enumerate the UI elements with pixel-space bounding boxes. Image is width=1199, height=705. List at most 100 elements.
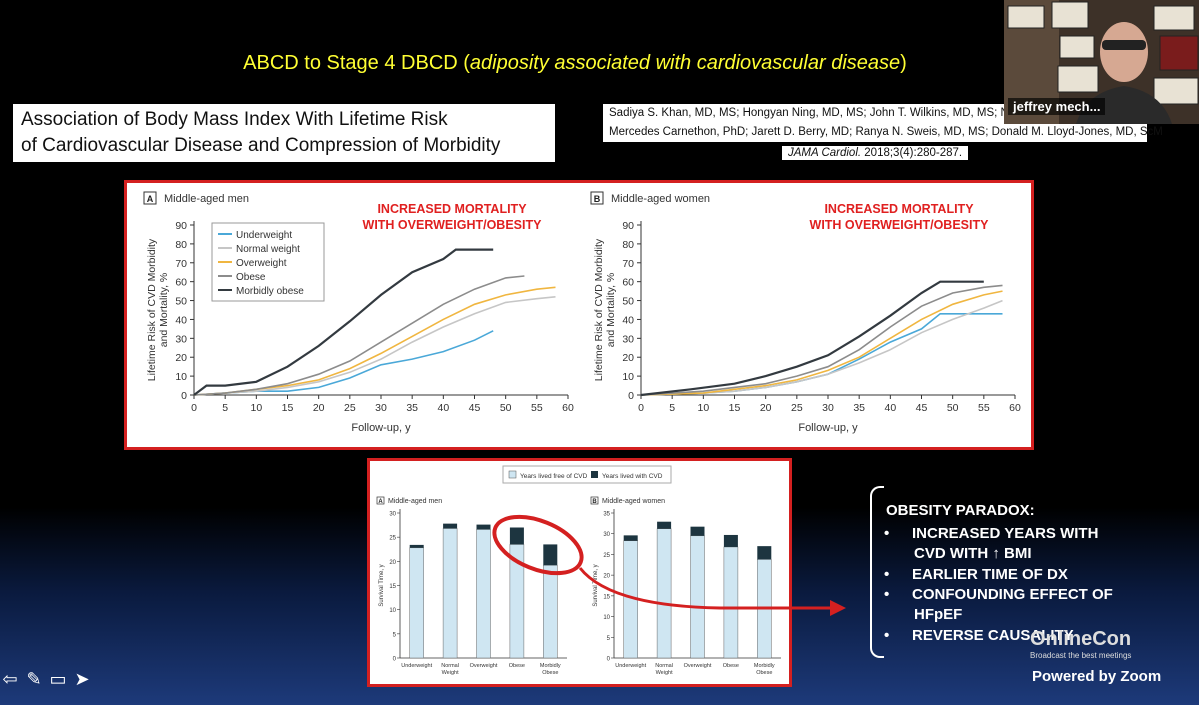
bar-with-cvd	[543, 544, 558, 566]
panel-letter: B	[594, 194, 601, 204]
journal-name: JAMA Cardiol.	[788, 147, 862, 159]
x-tick-label: 60	[1009, 402, 1021, 414]
y-tick-label: 20	[389, 560, 396, 566]
paradox-heading: OBESITY PARADOX:	[886, 502, 1035, 519]
panel-letter: A	[147, 194, 154, 204]
callout-arrowhead-icon	[830, 600, 846, 616]
y-tick-label: 0	[393, 657, 397, 663]
pointer-icon[interactable]: ➤	[74, 669, 90, 689]
comment-icon[interactable]: ▭	[49, 669, 67, 689]
y-tick-label: 30	[622, 333, 634, 345]
y-tick-label: 90	[175, 220, 187, 232]
y-tick-label: 40	[175, 314, 187, 326]
category-label: Overweight	[470, 663, 498, 669]
chart-title: Middle-aged men	[388, 498, 442, 505]
category-label-line: Weight	[442, 670, 459, 676]
x-tick-label: 35	[406, 402, 418, 414]
y-tick-label: 10	[389, 608, 396, 614]
category-label-line: Weight	[656, 670, 673, 676]
speaker-video[interactable]: jeffrey mech...	[1004, 0, 1199, 124]
x-tick-label: 35	[853, 402, 865, 414]
paradox-item: • EARLIER TIME OF DX	[884, 566, 1068, 583]
annotation-line1: INCREASED MORTALITY	[377, 202, 527, 216]
bar-free-of-cvd	[476, 529, 491, 659]
panel-label-box	[376, 496, 385, 505]
category-label: Normal Weight	[441, 663, 459, 676]
category-label-line: Obese	[542, 670, 558, 676]
category-label: Normal Weight	[655, 663, 673, 676]
category-label-line: Overweight	[470, 663, 498, 669]
category-label-line: Obese	[723, 663, 739, 669]
y-tick-label: 70	[622, 258, 634, 270]
legend-swatch	[508, 470, 517, 479]
paradox-item: • CONFOUNDING EFFECT OF	[884, 586, 1113, 603]
x-tick-label: 15	[729, 402, 741, 414]
chart-title: Middle-aged women	[611, 193, 710, 205]
y-tick-label: 15	[389, 584, 396, 590]
legend-label: Obese	[236, 272, 266, 283]
brace-icon	[870, 486, 884, 658]
paradox-item: • INCREASED YEARS WITH	[884, 525, 1099, 542]
series-line	[640, 313, 1003, 396]
y-axis-label-line: Lifetime Risk of CVD Morbidity	[593, 238, 605, 381]
panel-label-box	[590, 191, 604, 205]
annotation-toolbar: ⇦ ✎ ▭ ➤	[0, 668, 96, 696]
y-tick-label: 60	[622, 277, 634, 289]
x-tick-label: 50	[500, 402, 512, 414]
x-tick-label: 5	[222, 402, 228, 414]
legend-label: Morbidly obese	[236, 286, 304, 297]
x-tick-label: 40	[437, 402, 449, 414]
chart-title: Middle-aged men	[164, 193, 249, 205]
y-axis-label: Survival Time, y	[379, 564, 385, 606]
paradox-item: • REVERSE CAUSALITY	[884, 627, 1074, 644]
category-label: Obese	[509, 663, 525, 669]
bar-with-cvd	[443, 523, 458, 529]
watermark-tagline: Broadcast the best meetings	[1030, 651, 1132, 660]
x-tick-label: 0	[638, 402, 644, 414]
x-tick-label: 45	[469, 402, 481, 414]
x-tick-label: 15	[282, 402, 294, 414]
bar-with-cvd	[409, 544, 424, 548]
highlight-ellipse	[492, 514, 584, 576]
category-label: Obese	[723, 663, 739, 669]
category-label-line: Overweight	[684, 663, 712, 669]
y-tick-label: 80	[175, 239, 187, 251]
category-label: Underweight	[401, 663, 432, 669]
category-label: Underweight	[615, 663, 646, 669]
category-label-line: Morbidly	[540, 663, 561, 669]
bar-with-cvd	[623, 535, 638, 541]
category-label: Overweight	[684, 663, 712, 669]
y-axis-label: Lifetime Risk of CVD Morbidityand Mortal…	[593, 238, 617, 381]
paper-title-line2: of Cardiovascular Disease and Compressio…	[21, 135, 501, 156]
x-tick-label: 40	[884, 402, 896, 414]
bar-with-cvd	[723, 534, 738, 547]
panel-letter: A	[378, 499, 383, 505]
bar-with-cvd	[509, 527, 524, 545]
x-tick-label: 25	[344, 402, 356, 414]
panel-letter: B	[592, 499, 597, 505]
category-label-line: Morbidly	[754, 663, 775, 669]
y-tick-label: 20	[603, 574, 610, 580]
powered-by-zoom: Powered by Zoom	[1032, 668, 1162, 685]
chart-title: Middle-aged women	[602, 498, 665, 505]
bar-with-cvd	[690, 526, 705, 536]
pen-icon[interactable]: ✎	[26, 669, 42, 689]
y-tick-label: 60	[175, 277, 187, 289]
category-label-line: Obese	[509, 663, 525, 669]
arrow-left-icon[interactable]: ⇦	[2, 669, 18, 689]
callout-arrow-line	[578, 567, 830, 610]
x-tick-label: 20	[760, 402, 772, 414]
series-line	[193, 248, 494, 396]
category-label-line: Obese	[756, 670, 772, 676]
x-tick-label: 0	[191, 402, 197, 414]
x-tick-label: 45	[916, 402, 928, 414]
y-tick-label: 50	[175, 296, 187, 308]
paper-title-line1: Association of Body Mass Index With Life…	[21, 109, 448, 130]
bar-free-of-cvd	[409, 547, 424, 659]
journal-citation: JAMA Cardiol. 2018;3(4):280-287.	[782, 146, 969, 160]
bar-free-of-cvd	[442, 528, 458, 659]
x-tick-label: 10	[250, 402, 262, 414]
x-tick-label: 30	[375, 402, 387, 414]
y-tick-label: 40	[622, 314, 634, 326]
y-tick-label: 30	[389, 512, 396, 518]
